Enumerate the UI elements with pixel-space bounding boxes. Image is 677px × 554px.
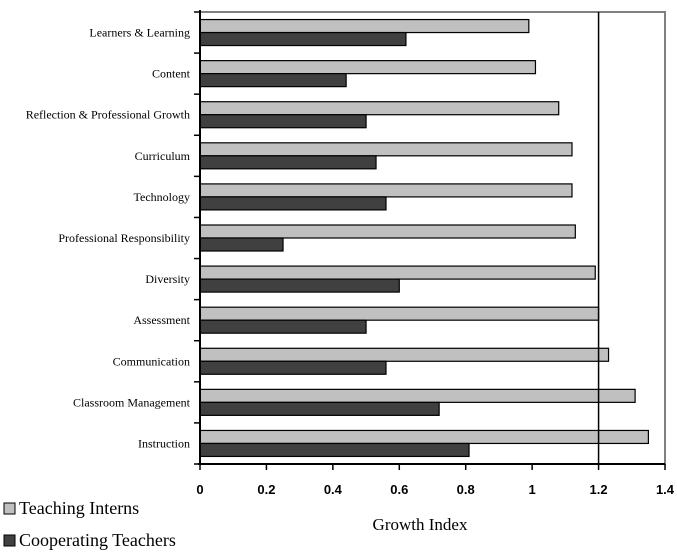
legend-swatch — [3, 534, 16, 547]
bar-teaching-interns — [199, 142, 573, 157]
category-label: Communication — [113, 354, 190, 368]
category-label: Classroom Management — [73, 395, 191, 409]
bar-teaching-interns — [199, 388, 636, 403]
bar-cooperating-teachers — [199, 442, 470, 458]
axis-layer: Learners & Learning Content Reflection & P… — [26, 10, 675, 534]
x-tick-label: 0.8 — [457, 482, 475, 497]
bar-teaching-interns — [199, 224, 576, 239]
bars-layer — [199, 18, 649, 458]
bar-teaching-interns — [199, 101, 560, 116]
bar-teaching-interns — [199, 265, 596, 280]
bar-teaching-interns — [199, 429, 649, 445]
category-label: Professional Responsibility — [58, 231, 190, 245]
bar-teaching-interns — [199, 183, 573, 198]
legend-label: Teaching Interns — [19, 498, 139, 518]
legend-swatch — [3, 502, 16, 515]
category-label: Diversity — [145, 272, 190, 286]
category-label: Content — [152, 67, 191, 81]
x-tick-label: 0.2 — [257, 482, 275, 497]
x-tick-label: 1.2 — [590, 482, 608, 497]
bar-cooperating-teachers — [199, 360, 387, 375]
bar-cooperating-teachers — [199, 237, 284, 252]
bar-cooperating-teachers — [199, 319, 367, 334]
x-tick-label: 1.4 — [656, 482, 675, 497]
legend: Teaching Interns Cooperating Teachers — [3, 498, 176, 550]
x-tick-label: 0 — [196, 482, 203, 497]
bar-teaching-interns — [199, 306, 600, 321]
category-label: Curriculum — [135, 149, 191, 163]
bar-cooperating-teachers — [199, 73, 347, 88]
bar-teaching-interns — [199, 60, 537, 75]
bar-cooperating-teachers — [199, 401, 440, 416]
category-label: Technology — [134, 190, 190, 204]
x-axis-title: Growth Index — [373, 515, 468, 534]
bar-cooperating-teachers — [199, 278, 400, 293]
legend-label: Cooperating Teachers — [19, 530, 176, 550]
category-label: Assessment — [133, 313, 190, 327]
category-label: Learners & Learning — [89, 26, 190, 40]
category-label: Reflection & Professional Growth — [26, 108, 190, 122]
bar-teaching-interns — [199, 18, 530, 34]
category-label: Instruction — [138, 436, 190, 450]
bar-cooperating-teachers — [199, 31, 407, 47]
x-tick-label: 0.4 — [324, 482, 343, 497]
bar-cooperating-teachers — [199, 114, 367, 129]
bar-cooperating-teachers — [199, 196, 387, 211]
bar-teaching-interns — [199, 347, 610, 362]
bar-cooperating-teachers — [199, 155, 377, 170]
x-tick-label: 0.6 — [390, 482, 408, 497]
x-tick-label: 1 — [529, 482, 536, 497]
